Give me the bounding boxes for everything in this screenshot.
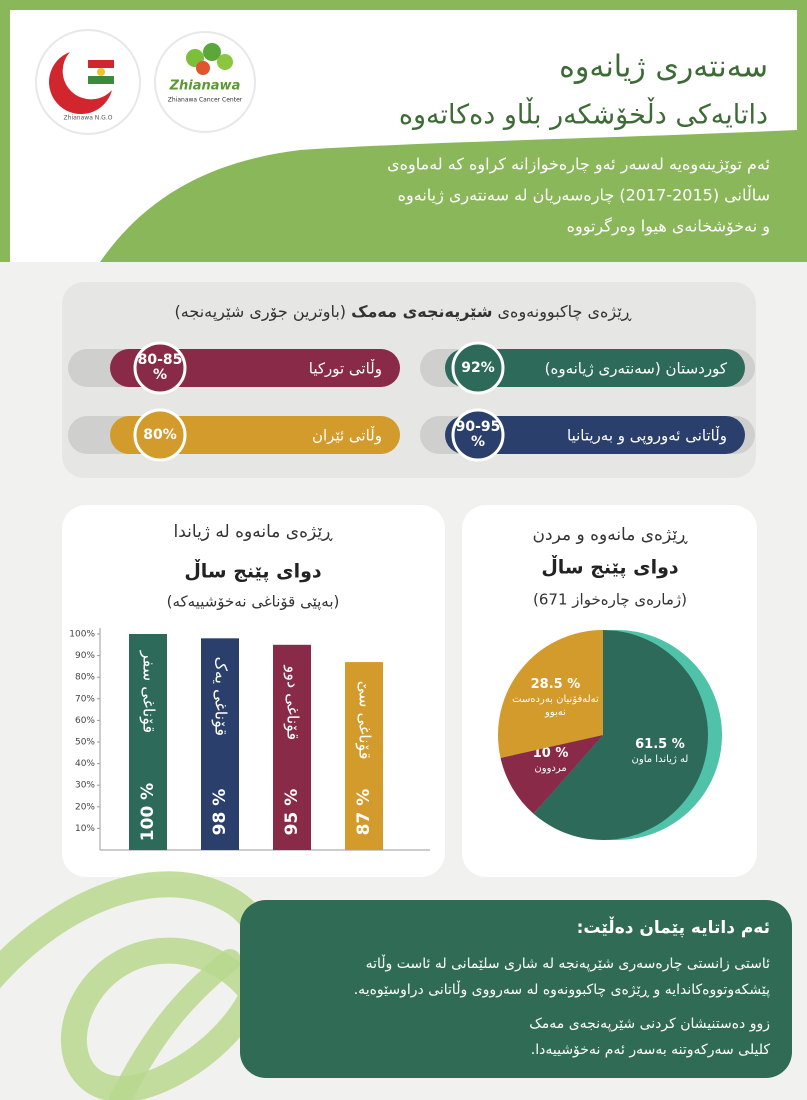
logo-crescent <box>49 52 112 115</box>
ribbon <box>0 871 276 1100</box>
pill-value: 92% <box>461 359 495 376</box>
logo-name: Zhianawa <box>169 79 241 94</box>
y-tick-label: 90% <box>75 651 95 661</box>
pill-value-box: 80-85 % <box>137 352 183 383</box>
ribbon-tail <box>109 949 241 1100</box>
pie-category: لە ژیاندا ماون <box>631 753 689 765</box>
pill-value-box: 92% <box>461 359 495 376</box>
conclusion-line: کلیلی سەرکەوتنە بەسەر ئەم نەخۆشییەدا. <box>531 1042 771 1058</box>
recovery-items: کوردستان (سەنتەری ژیانەوە) 92% وڵاتی تورکی… <box>68 341 755 462</box>
pill-value-box: 90-95 % <box>455 419 501 450</box>
header-subtitle: داتایەکی دڵخۆشکەر بڵاو دەکاتەوە <box>399 98 768 131</box>
logo-right: Zhianawa Zhianawa Cancer Center <box>154 31 256 133</box>
header-title: سەنتەری ژیانەوە <box>559 50 768 85</box>
logo-flag-green <box>88 76 114 84</box>
bar-value-label: 87 % <box>354 789 374 836</box>
logo-text: Zhianawa N.G.O <box>64 115 113 122</box>
pill-badge <box>133 408 187 462</box>
header-wave <box>0 135 797 262</box>
y-tick-label: 60% <box>75 716 95 726</box>
conclusion-line: زوو دەستنیشان کردنی شێرپەنجەی مەمک <box>529 1016 770 1032</box>
pie-slice <box>498 630 603 758</box>
logo-leaf <box>217 54 233 70</box>
y-tick-label: 20% <box>75 802 95 812</box>
y-tick-label: 70% <box>75 694 95 704</box>
pie-value-label: 28.5 % <box>530 676 581 692</box>
pill-badge <box>451 408 505 462</box>
logo-text: Zhianawa Cancer Center <box>168 97 243 104</box>
pill-bar <box>445 349 745 387</box>
pill-badge <box>451 341 505 395</box>
intro-line: و نەخۆشخانەی هیوا وەرگرتووە <box>567 217 770 237</box>
chart-title: ڕێژەی مانەوە و مردن <box>533 525 689 545</box>
pie-label-box: 10 % مردوون <box>532 746 569 774</box>
pill-value: 90-95 % <box>455 419 501 450</box>
bar-value-label: 100 % <box>138 783 158 841</box>
pie-slice <box>500 735 603 814</box>
pill-value: 80-85 % <box>137 352 183 383</box>
recovery-title: ڕێژەی چاکبوونەوەی شێرپەنجەی مەمک (باوتری… <box>175 302 633 322</box>
bar-category: قۆناغی دوو <box>283 664 303 740</box>
logo-sun <box>97 68 105 76</box>
bar <box>129 634 167 850</box>
chart-title: ڕێژەی مانەوە لە ژیاندا <box>174 522 334 542</box>
pill-badge <box>133 341 187 395</box>
pie-value-label: 61.5 % <box>635 736 685 752</box>
pie-slice <box>533 630 708 840</box>
chart-subtitle: دوای پێنج ساڵ <box>184 560 322 583</box>
conclusion-title: ئەم داتایە پێمان دەڵێت: <box>577 916 770 938</box>
pill-value: 80% <box>143 426 177 443</box>
pie-category: مردوون <box>534 763 567 774</box>
bar <box>345 662 383 850</box>
conclusion-line: ئاستی زانستی چارەسەری شێرپەنجە لە شاری س… <box>366 954 770 972</box>
pie-label-box: 28.5 %تەلەفۆنیان بەردەست نەبوو <box>512 676 599 718</box>
pill-label: وڵاتانی ئەوروپی و بەریتانیا <box>567 426 727 446</box>
pie-label-box: 61.5 %لە ژیاندا ماون <box>631 736 689 765</box>
logo-leaf <box>203 43 221 61</box>
bar <box>273 644 311 850</box>
pill-label: وڵاتی تورکیا <box>309 359 382 378</box>
pill-label: کوردستان (سەنتەری ژیانەوە) <box>545 360 728 378</box>
intro-line: ساڵانی (2015-2017) چارەسەریان لە سەنتەری… <box>398 185 770 206</box>
y-tick-label: 40% <box>75 759 95 769</box>
pie-category: تەلەفۆنیان بەردەست نەبوو <box>512 693 599 718</box>
chart-subtitle: دوای پێنج ساڵ <box>541 556 679 579</box>
bar-category: قۆناغی یەک <box>211 657 231 736</box>
title-part: ڕێژەی چاکبوونەوەی <box>498 302 633 322</box>
y-tick-label: 100% <box>69 630 95 640</box>
title-part-bold: شێرپەنجەی مەمک <box>351 302 492 322</box>
pill-label: وڵاتی ئێران <box>312 426 382 445</box>
bar-value-label: 95 % <box>282 789 302 836</box>
chart-note: (ژمارەی چارەخواز 671) <box>533 591 687 609</box>
logo-leaf <box>196 61 210 75</box>
y-tick-label: 10% <box>75 824 95 834</box>
conclusion-box <box>240 900 792 1078</box>
y-tick-label: 80% <box>75 673 95 683</box>
chart-note: (بەپێی قۆناغی نەخۆشییەکە) <box>167 593 340 612</box>
bar <box>201 638 239 850</box>
y-tick-label: 30% <box>75 781 95 791</box>
logo-flag-red <box>88 60 114 68</box>
bar-category: قۆناغی سفر <box>139 650 159 733</box>
y-tick-label: 50% <box>75 738 95 748</box>
header-gap <box>0 262 807 272</box>
pill-bar <box>445 416 745 454</box>
pill-value-box: 80% <box>143 426 177 443</box>
intro-line: ئەم توێژینەوەیە لەسەر ئەو چارەخوازانە کر… <box>387 155 770 175</box>
pie-value-label: 10 % <box>532 746 569 761</box>
bar-value-label: 98 % <box>210 789 230 836</box>
logo-left: Zhianawa N.G.O <box>35 29 141 135</box>
bar-category: قۆناغی سێ <box>355 681 375 760</box>
title-part: (باوترین جۆری شێرپەنجە) <box>175 302 346 322</box>
conclusion-line: پێشکەوتووەکاندایە و ڕێژەی چاکبوونەوە لە … <box>354 980 770 998</box>
